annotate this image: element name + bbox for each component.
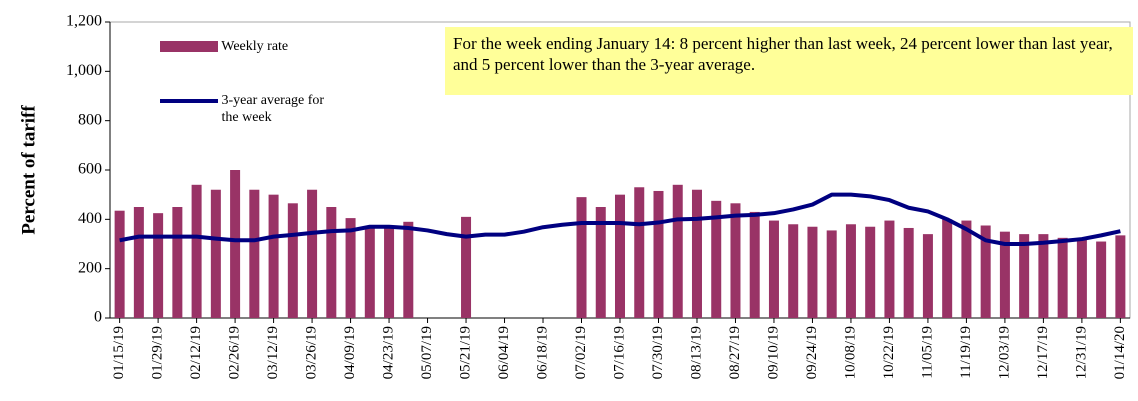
bar <box>345 218 356 318</box>
bar <box>249 189 260 318</box>
bar <box>999 231 1010 318</box>
x-tick-label: 01/14/20 <box>1112 326 1128 379</box>
bar <box>826 230 837 318</box>
y-tick-label: 400 <box>78 210 102 227</box>
bar <box>326 207 337 318</box>
x-tick-label: 04/23/19 <box>380 326 396 379</box>
bar <box>403 221 414 318</box>
x-tick-label: 02/12/19 <box>188 326 204 379</box>
x-tick-label: 12/17/19 <box>1035 326 1051 379</box>
bar <box>922 234 933 318</box>
x-tick-label: 09/24/19 <box>804 326 820 379</box>
bar <box>884 220 895 318</box>
bar <box>614 194 626 318</box>
y-tick-label: 800 <box>78 111 102 128</box>
bar <box>172 207 183 318</box>
y-tick-label: 600 <box>78 161 102 178</box>
bar <box>576 197 587 318</box>
bar <box>153 213 164 318</box>
bar <box>634 187 645 318</box>
bar <box>672 184 683 318</box>
x-tick-label: 03/26/19 <box>304 326 320 379</box>
bar <box>653 190 664 318</box>
bar <box>691 189 702 318</box>
annotation: For the week ending January 14: 8 percen… <box>445 27 1133 95</box>
x-tick-label: 06/04/19 <box>496 326 512 379</box>
x-tick-label: 10/08/19 <box>842 326 858 379</box>
bar <box>865 226 876 318</box>
legend-bar: Weekly rate <box>160 38 288 55</box>
bar <box>730 203 741 318</box>
y-axis-label: Percent of tariff <box>18 105 39 235</box>
x-tick-label: 11/05/19 <box>919 326 935 379</box>
bar <box>191 184 202 318</box>
x-tick-label: 05/21/19 <box>457 326 473 379</box>
x-tick-label: 08/27/19 <box>727 326 743 379</box>
bar <box>461 216 472 318</box>
legend-line: 3-year average for the week <box>160 92 332 126</box>
x-tick-label: 07/16/19 <box>611 326 627 379</box>
bar <box>903 227 914 318</box>
x-tick-label: 12/31/19 <box>1073 326 1089 379</box>
y-tick-label: 1,200 <box>66 13 102 30</box>
x-tick-label: 04/09/19 <box>342 326 358 379</box>
x-tick-label: 10/22/19 <box>881 326 897 379</box>
bar <box>364 226 375 318</box>
bar <box>595 207 606 318</box>
bar <box>845 224 856 318</box>
y-tick-label: 1,000 <box>66 62 102 79</box>
bar <box>980 225 991 318</box>
x-tick-label: 09/10/19 <box>765 326 781 379</box>
bar <box>384 227 395 318</box>
bar <box>133 207 144 318</box>
bar <box>1057 237 1068 318</box>
legend-label: Weekly rate <box>221 39 289 54</box>
x-tick-label: 07/02/19 <box>573 326 589 379</box>
x-tick-label: 12/03/19 <box>996 326 1012 379</box>
bar <box>1019 234 1030 318</box>
bar <box>1115 235 1126 318</box>
bar <box>749 211 760 318</box>
bar <box>268 194 279 318</box>
x-tick-label: 11/19/19 <box>958 326 974 379</box>
legend-swatch <box>160 99 218 103</box>
bar <box>210 189 221 318</box>
bar <box>114 210 125 318</box>
x-tick-label: 08/13/19 <box>688 326 704 379</box>
bar <box>230 170 241 318</box>
y-tick-label: 200 <box>78 259 102 276</box>
bar <box>1076 239 1087 318</box>
line <box>119 192 1121 246</box>
bar <box>961 220 972 318</box>
x-tick-label: 05/07/19 <box>419 326 435 379</box>
x-tick-label: 03/12/19 <box>265 326 281 379</box>
bar <box>768 220 779 318</box>
bar <box>788 224 799 318</box>
bar <box>1096 241 1107 318</box>
x-tick-label: 01/15/19 <box>111 326 127 379</box>
x-tick-label: 06/18/19 <box>534 326 550 379</box>
x-tick-label: 07/30/19 <box>650 326 666 379</box>
bar <box>807 226 818 318</box>
bar <box>1038 234 1049 318</box>
bar <box>287 203 298 318</box>
x-tick-label: 01/29/19 <box>150 326 166 379</box>
bar <box>307 189 318 318</box>
y-tick-label: 0 <box>94 309 102 326</box>
legend-label: 3-year average for the week <box>221 93 325 125</box>
bar <box>711 200 722 318</box>
bar <box>942 219 953 318</box>
x-tick-label: 02/26/19 <box>227 326 243 379</box>
legend-swatch <box>160 41 218 53</box>
